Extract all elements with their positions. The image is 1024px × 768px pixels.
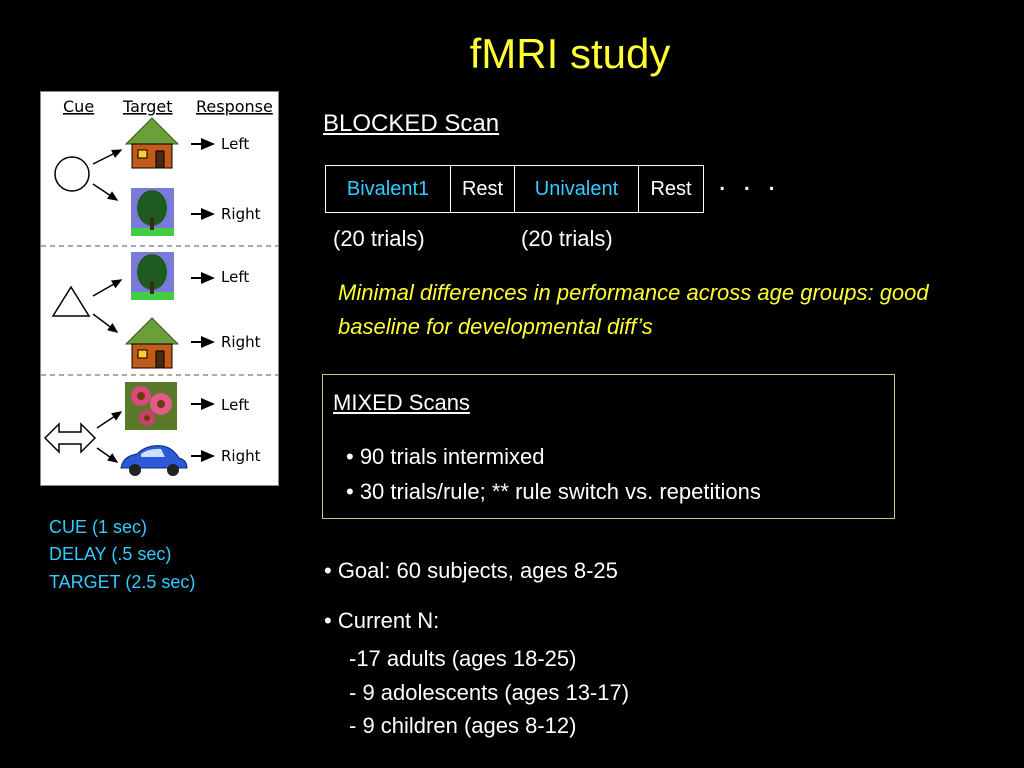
adolescents-count: - 9 adolescents (ages 13-17) <box>349 680 630 705</box>
mixed-bullet: • 30 trials/rule; ** rule switch vs. rep… <box>346 479 761 504</box>
current-n-bullet: • Current N: <box>324 608 440 633</box>
adults-count: -17 adults (ages 18-25) <box>349 646 577 671</box>
timing-target: TARGET (2.5 sec) <box>49 572 196 592</box>
tree-icon <box>131 188 174 236</box>
mixed-scans-title: MIXED Scans <box>333 390 470 415</box>
response-right: Right <box>221 205 261 223</box>
trials-univalent: (20 trials) <box>521 226 613 251</box>
header-response: Response <box>196 97 273 116</box>
flower-icon <box>125 382 177 430</box>
trials-bivalent: (20 trials) <box>333 226 425 251</box>
block-sequence: Bivalent1 Rest Univalent Rest <box>325 165 704 213</box>
slide-title: fMRI study <box>469 30 671 77</box>
response-right: Right <box>221 333 261 351</box>
response-right: Right <box>221 447 261 465</box>
header-cue: Cue <box>63 97 94 116</box>
header-target: Target <box>122 97 173 116</box>
mixed-scans-box <box>322 374 895 519</box>
cue-target-diagram: Cue Target Response Left Right Left <box>40 91 279 486</box>
house-icon <box>124 317 180 369</box>
block-rest: Rest <box>451 166 515 212</box>
block-rest: Rest <box>650 178 692 200</box>
goal-bullet: • Goal: 60 subjects, ages 8-25 <box>324 558 618 583</box>
triangle-cue-icon <box>51 285 91 317</box>
tree-icon <box>131 252 174 300</box>
timing-cue: CUE (1 sec) <box>49 517 148 537</box>
block-univalent: Univalent <box>515 166 639 212</box>
blocked-scan-title: BLOCKED Scan <box>323 110 500 137</box>
house-icon <box>124 117 180 169</box>
children-count: - 9 children (ages 8-12) <box>349 713 577 738</box>
response-left: Left <box>221 396 249 414</box>
block-bivalent: Bivalent1 <box>326 166 451 212</box>
circle-cue-icon <box>54 156 90 192</box>
car-icon <box>120 445 188 476</box>
response-left: Left <box>221 268 249 286</box>
response-left: Left <box>221 135 249 153</box>
timing-delay: DELAY (.5 sec) <box>49 544 172 564</box>
performance-note: Minimal differences in performance acros… <box>338 280 929 339</box>
mixed-bullet: • 90 trials intermixed <box>346 444 545 469</box>
continuation-ellipsis: . . . <box>718 164 780 197</box>
double-arrow-cue-icon <box>43 422 97 454</box>
